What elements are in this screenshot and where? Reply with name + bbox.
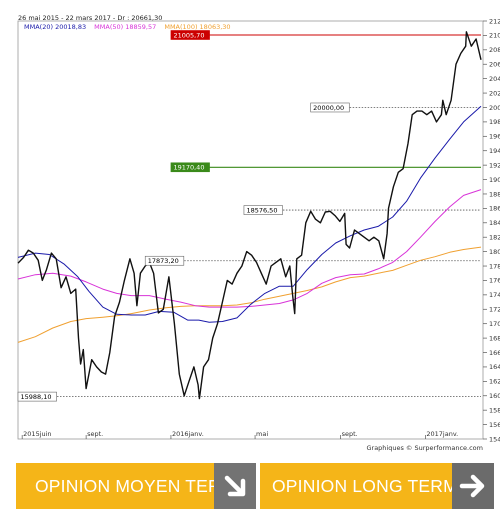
x-tick-label: 2015juin	[23, 430, 51, 438]
date-range-header: 26 mai 2015 - 22 mars 2017 - Dr : 20661,…	[18, 14, 162, 22]
level-tag	[17, 391, 57, 402]
y-tick-label: 18600	[489, 205, 500, 213]
y-tick-label: 17200	[489, 306, 500, 314]
x-tick-label: sept.	[342, 430, 358, 438]
x-tick-label: 2017janv.	[426, 430, 458, 438]
level-tag	[243, 205, 283, 215]
y-tick-label: 20200	[489, 89, 500, 97]
y-tick-label: 16200	[489, 378, 500, 386]
moving-average-line	[17, 105, 482, 323]
y-tick-label: 19400	[489, 147, 500, 155]
x-tick-label: sept.	[87, 430, 103, 438]
opinion-long-term-label: OPINION LONG TERME	[272, 475, 470, 496]
level-tag-label: 21005,70	[173, 31, 204, 39]
reference-levels	[18, 34, 481, 398]
y-tick-label: 18200	[489, 234, 500, 242]
level-tag	[170, 162, 210, 173]
y-tick-label: 19600	[489, 133, 500, 141]
y-tick-label: 15800	[489, 406, 500, 414]
y-tick-label: 17000	[489, 320, 500, 328]
y-tick-label: 19800	[489, 118, 500, 126]
opinion-medium-term-label: OPINION MOYEN TERME	[35, 475, 248, 496]
y-tick-label: 17800	[489, 262, 500, 270]
y-tick-label: 15400	[489, 435, 500, 443]
y-tick-label: 21200	[489, 17, 500, 25]
y-tick-label: 20600	[489, 61, 500, 69]
credit-text: Graphiques © Surperformance.com	[366, 444, 483, 452]
opinion-medium-term-banner[interactable]: OPINION MOYEN TERME	[16, 463, 256, 509]
y-tick-label: 15600	[489, 421, 500, 429]
y-axis: 15400 15600 15800 16000 16200 16400 16600 16800…	[483, 17, 500, 443]
y-tick-label: 16600	[489, 349, 500, 357]
y-tick-label: 18000	[489, 248, 500, 256]
y-tick-label: 16400	[489, 363, 500, 371]
y-tick-label: 19200	[489, 161, 500, 169]
y-tick-label: 18400	[489, 219, 500, 227]
y-tick-label: 19000	[489, 176, 500, 184]
legend-mma20: MMA(20) 20018,83	[24, 23, 86, 31]
moving-average-line	[17, 246, 482, 343]
moving-average-line	[17, 189, 482, 308]
legend-mma100: MMA(100) 18063,30	[164, 23, 230, 31]
series-lines	[17, 31, 482, 400]
legend-mma50: MMA(50) 18859,57	[94, 23, 156, 31]
y-tick-label: 16800	[489, 334, 500, 342]
level-tag-label: 20000,00	[313, 104, 344, 112]
x-axis: 2015juin sept. 2016janv. mai sept. 2017janv.	[21, 430, 458, 439]
y-tick-label: 20800	[489, 46, 500, 54]
level-tag	[170, 30, 210, 40]
y-tick-label: 18800	[489, 190, 500, 198]
arrow-right-icon	[452, 463, 494, 509]
level-tag	[144, 255, 185, 266]
stock-chart: 26 mai 2015 - 22 mars 2017 - Dr : 20661,…	[17, 14, 500, 452]
x-tick-label: 2016janv.	[172, 430, 204, 438]
y-tick-label: 20400	[489, 75, 500, 83]
chart-area: 26 mai 2015 - 22 mars 2017 - Dr : 20661,…	[17, 14, 500, 452]
opinion-long-term-banner[interactable]: OPINION LONG TERME	[260, 463, 494, 509]
y-tick-label: 17400	[489, 291, 500, 299]
x-tick-label: mai	[256, 430, 268, 438]
level-tag	[310, 102, 350, 113]
legend-row: MMA(20) 20018,83 MMA(50) 18859,57 MMA(10…	[24, 23, 231, 31]
level-tags: 21005,70 20000,00 19170,40 18576,50 17873,20…	[17, 30, 350, 402]
level-tag-label: 19170,40	[173, 164, 204, 172]
level-tag-label: 15988,10	[21, 393, 52, 401]
y-tick-label: 16000	[489, 392, 500, 400]
level-tag-label: 17873,20	[148, 257, 179, 265]
arrow-down-right-icon	[214, 463, 256, 509]
y-tick-label: 21000	[489, 32, 500, 40]
level-tag-label: 18576,50	[246, 206, 277, 214]
y-tick-label: 17600	[489, 277, 500, 285]
y-tick-label: 20000	[489, 104, 500, 112]
plot-frame	[17, 20, 484, 440]
price-line	[17, 31, 482, 400]
